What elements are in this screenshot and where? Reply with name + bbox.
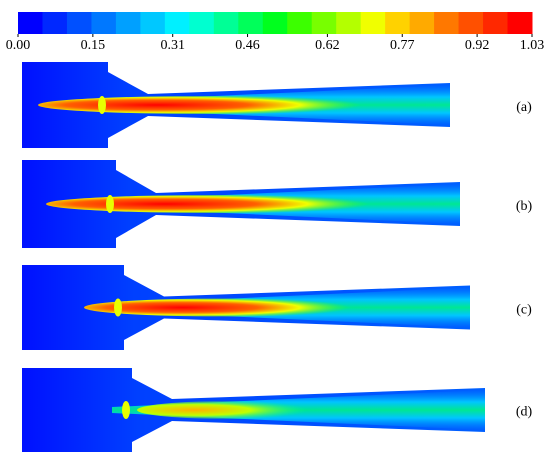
tick-label: 0.31 [160, 38, 185, 53]
color-band [91, 12, 117, 34]
color-band [483, 12, 509, 34]
color-band [262, 12, 288, 34]
color-band [409, 12, 435, 34]
tick-label: 0.77 [390, 38, 415, 53]
color-band [336, 12, 362, 34]
throat [98, 96, 106, 114]
tick-label: 0.46 [235, 38, 260, 53]
jet-core [84, 298, 364, 317]
tick-label: 0.00 [6, 38, 31, 53]
tick-label: 0.15 [81, 38, 106, 53]
color-band [189, 12, 215, 34]
jet-core [137, 401, 327, 419]
panel-label: (c) [516, 302, 532, 317]
jet-core [38, 96, 378, 114]
color-band [213, 12, 239, 34]
color-band [507, 12, 533, 34]
color-band [287, 12, 313, 34]
panel-label: (a) [516, 100, 532, 115]
color-band [360, 12, 386, 34]
tick-label: 0.62 [315, 38, 340, 53]
color-band [115, 12, 141, 34]
panels: (a) (b) (c) (d) [22, 62, 532, 452]
color-band [42, 12, 68, 34]
tick-label: 1.03 [520, 38, 545, 53]
throat [114, 298, 122, 317]
color-band [140, 12, 166, 34]
jet-core [46, 195, 386, 213]
panel-label: (b) [516, 199, 533, 214]
color-band [164, 12, 190, 34]
throat [122, 401, 130, 419]
color-band [238, 12, 264, 34]
color-band [458, 12, 484, 34]
color-band [385, 12, 411, 34]
color-band [66, 12, 92, 34]
color-band [18, 12, 43, 34]
panel-label: (d) [516, 405, 533, 420]
throat [106, 195, 114, 213]
color-band [311, 12, 337, 34]
color-band [434, 12, 460, 34]
tick-label: 0.92 [465, 38, 490, 53]
colorbar: 0.00 0.15 0.31 0.46 0.62 0.77 0.92 1.03 [6, 12, 545, 53]
